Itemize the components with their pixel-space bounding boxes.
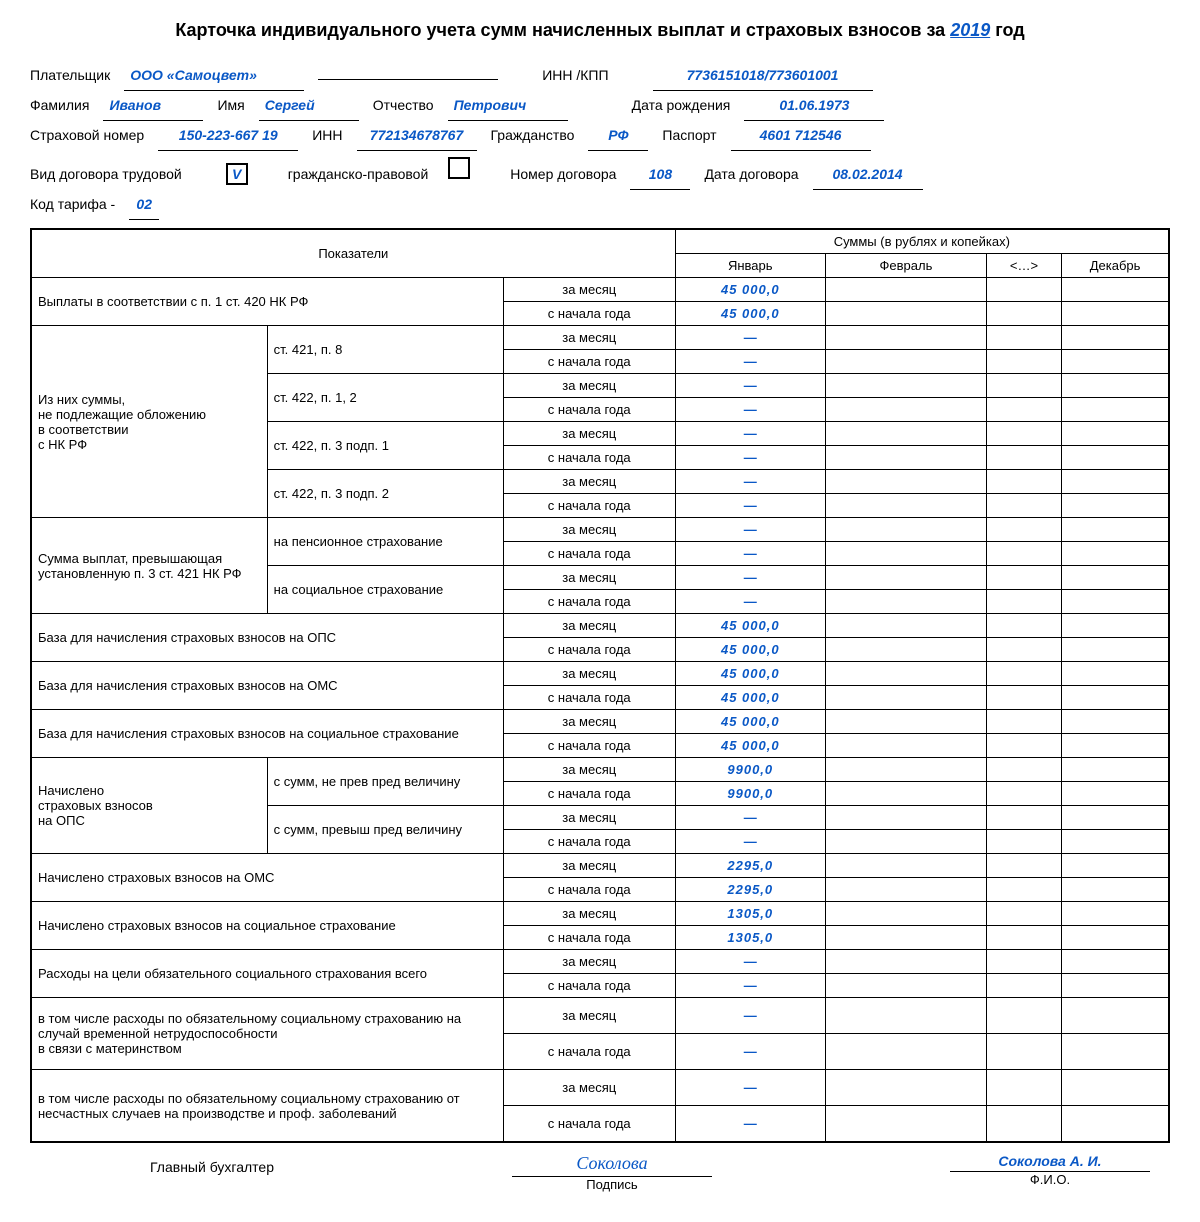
patronymic-label: Отчество bbox=[373, 91, 434, 119]
col-feb: Февраль bbox=[825, 254, 986, 278]
contract-num-value: 108 bbox=[630, 160, 690, 190]
footer: Главный бухгалтер Соколова Подпись Сокол… bbox=[30, 1153, 1170, 1192]
firstname-label: Имя bbox=[217, 91, 244, 119]
fio-value: Соколова А. И. bbox=[950, 1153, 1150, 1172]
citizenship-value: РФ bbox=[588, 121, 648, 151]
firstname-value: Сергей bbox=[259, 91, 359, 121]
r1-y: 45 000,0 bbox=[675, 302, 825, 326]
col-jan: Январь bbox=[675, 254, 825, 278]
r1-m: 45 000,0 bbox=[675, 278, 825, 302]
insnum-value: 150-223-667 19 bbox=[158, 121, 298, 151]
title-prefix: Карточка индивидуального учета сумм начи… bbox=[175, 20, 950, 40]
period-ytd: с начала года bbox=[503, 302, 675, 326]
contract-date-value: 08.02.2014 bbox=[813, 160, 923, 190]
ex1: ст. 421, п. 8 bbox=[267, 326, 503, 374]
innkpp-label: ИНН /КПП bbox=[542, 61, 608, 89]
blank bbox=[318, 79, 498, 80]
fio-label: Ф.И.О. bbox=[950, 1172, 1150, 1187]
labor-checkbox[interactable]: V bbox=[226, 163, 248, 185]
col-dots: <…> bbox=[986, 254, 1061, 278]
title-year: 2019 bbox=[950, 20, 990, 40]
excess1: на пенсионное страхование bbox=[267, 518, 503, 566]
header-block: Плательщик ООО «Самоцвет» ИНН /КПП 77361… bbox=[30, 61, 1170, 220]
soc-label: Начислено страховых взносов на социально… bbox=[31, 902, 503, 950]
base-soc-label: База для начисления страховых взносов на… bbox=[31, 710, 503, 758]
exp-mat-label: в том числе расходы по обязательному соц… bbox=[31, 998, 503, 1070]
title-suffix: год bbox=[990, 20, 1024, 40]
payer-value: ООО «Самоцвет» bbox=[124, 61, 304, 91]
contract-num-label: Номер договора bbox=[510, 160, 616, 188]
ops-label: Начислено страховых взносов на ОПС bbox=[31, 758, 267, 854]
col-indicators: Показатели bbox=[31, 229, 675, 278]
base-ops-label: База для начисления страховых взносов на… bbox=[31, 614, 503, 662]
tariff-value: 02 bbox=[129, 190, 159, 220]
contract-type-label: Вид договора трудовой bbox=[30, 160, 182, 188]
lastname-label: Фамилия bbox=[30, 91, 89, 119]
dob-value: 01.06.1973 bbox=[744, 91, 884, 121]
civil-checkbox[interactable] bbox=[448, 157, 470, 179]
excess2: на социальное страхование bbox=[267, 566, 503, 614]
excess-label: Сумма выплат, превышающая установленную … bbox=[31, 518, 267, 614]
lastname-value: Иванов bbox=[103, 91, 203, 121]
period-month: за месяц bbox=[503, 278, 675, 302]
patronymic-value: Петрович bbox=[448, 91, 568, 121]
inn-value: 772134678767 bbox=[357, 121, 477, 151]
col-sums: Суммы (в рублях и копейках) bbox=[675, 229, 1169, 254]
main-table: Показатели Суммы (в рублях и копейках) Я… bbox=[30, 228, 1170, 1143]
passport-label: Паспорт bbox=[662, 121, 716, 149]
insnum-label: Страховой номер bbox=[30, 121, 144, 149]
ex3: ст. 422, п. 3 подп. 1 bbox=[267, 422, 503, 470]
col-dec: Декабрь bbox=[1062, 254, 1169, 278]
signature-script: Соколова bbox=[512, 1153, 712, 1177]
ex2: ст. 422, п. 1, 2 bbox=[267, 374, 503, 422]
ex4: ст. 422, п. 3 подп. 2 bbox=[267, 470, 503, 518]
inn-label: ИНН bbox=[312, 121, 342, 149]
exempt-label: Из них суммы, не подлежащие обложению в … bbox=[31, 326, 267, 518]
document-title: Карточка индивидуального учета сумм начи… bbox=[30, 20, 1170, 41]
payer-label: Плательщик bbox=[30, 61, 110, 89]
tariff-label: Код тарифа - bbox=[30, 190, 115, 218]
signature-block: Соколова Подпись bbox=[512, 1153, 712, 1192]
exp-acc-label: в том числе расходы по обязательному соц… bbox=[31, 1070, 503, 1143]
civil-label: гражданско-правовой bbox=[288, 160, 429, 188]
ops1-label: с сумм, не прев пред величину bbox=[267, 758, 503, 806]
ops2-label: с сумм, превыш пред величину bbox=[267, 806, 503, 854]
innkpp-value: 7736151018/773601001 bbox=[653, 61, 873, 91]
oms-label: Начислено страховых взносов на ОМС bbox=[31, 854, 503, 902]
dob-label: Дата рождения bbox=[632, 91, 731, 119]
signature-label: Подпись bbox=[512, 1177, 712, 1192]
document-page: Карточка индивидуального учета сумм начи… bbox=[0, 0, 1200, 1222]
chief-label: Главный бухгалтер bbox=[30, 1153, 274, 1175]
passport-value: 4601 712546 bbox=[731, 121, 871, 151]
exp-total-label: Расходы на цели обязательного социальног… bbox=[31, 950, 503, 998]
base-oms-label: База для начисления страховых взносов на… bbox=[31, 662, 503, 710]
fio-block: Соколова А. И. Ф.И.О. bbox=[950, 1153, 1170, 1187]
contract-date-label: Дата договора bbox=[704, 160, 798, 188]
r1-label: Выплаты в соответствии с п. 1 ст. 420 НК… bbox=[31, 278, 503, 326]
citizenship-label: Гражданство bbox=[491, 121, 575, 149]
